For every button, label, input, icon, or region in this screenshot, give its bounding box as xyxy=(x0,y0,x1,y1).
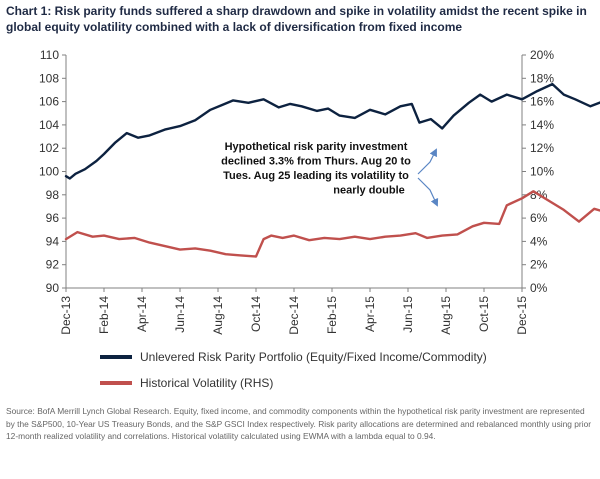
y-left-tick-label: 110 xyxy=(40,48,59,62)
source-note: Source: BofA Merrill Lynch Global Resear… xyxy=(6,406,592,442)
x-tick-label: Dec-14 xyxy=(287,296,301,335)
x-tick-label: Dec-13 xyxy=(59,296,73,335)
annotation-line: Hypothetical risk parity investment xyxy=(225,141,408,153)
y-left-tick-label: 94 xyxy=(46,234,60,248)
y-left-tick-label: 98 xyxy=(46,188,60,202)
chart-title: Chart 1: Risk parity funds suffered a sh… xyxy=(6,4,587,34)
annotation-arrow-volatility xyxy=(417,177,439,207)
x-tick-label: Oct-14 xyxy=(249,296,263,332)
legend-label-volatility: Historical Volatility (RHS) xyxy=(140,376,273,390)
chart-canvas: 90929496981001021041061081100%2%4%6%8%10… xyxy=(39,48,600,390)
axes: 90929496981001021041061081100%2%4%6%8%10… xyxy=(39,48,554,335)
y-right-tick-label: 14% xyxy=(530,118,554,132)
portfolio-series-line xyxy=(64,82,600,180)
x-tick-label: Dec-15 xyxy=(515,296,529,335)
x-tick-label: Apr-14 xyxy=(135,296,149,332)
y-right-tick-label: 12% xyxy=(530,141,554,155)
x-tick-label: Aug-15 xyxy=(439,296,453,335)
x-tick-label: Apr-15 xyxy=(363,296,377,332)
y-left-tick-label: 90 xyxy=(46,281,60,295)
x-tick-label: Oct-15 xyxy=(477,296,491,332)
annotation-line: Tues. Aug 25 leading its volatility to xyxy=(223,170,409,182)
y-right-tick-label: 20% xyxy=(530,48,554,62)
y-right-tick-label: 4% xyxy=(530,234,548,248)
series-group xyxy=(64,82,600,258)
annotation: Hypothetical risk parity investment decli… xyxy=(221,141,439,207)
x-tick-label: Feb-15 xyxy=(325,296,339,334)
y-left-tick-label: 100 xyxy=(39,165,59,179)
annotation-line: nearly double xyxy=(333,185,405,197)
y-right-tick-label: 10% xyxy=(530,165,554,179)
y-left-tick-label: 104 xyxy=(39,118,59,132)
x-tick-label: Jun-15 xyxy=(401,296,415,333)
x-tick-label: Jun-14 xyxy=(173,296,187,333)
y-right-tick-label: 2% xyxy=(530,258,548,272)
y-left-tick-label: 106 xyxy=(39,95,59,109)
legend-label-portfolio: Unlevered Risk Parity Portfolio (Equity/… xyxy=(140,350,487,364)
y-right-tick-label: 0% xyxy=(530,281,548,295)
volatility-series-line xyxy=(64,190,600,258)
x-tick-label: Aug-14 xyxy=(211,296,225,335)
x-tick-label: Feb-14 xyxy=(97,296,111,334)
y-right-tick-label: 16% xyxy=(530,95,554,109)
y-left-tick-label: 92 xyxy=(46,258,60,272)
legend: Unlevered Risk Parity Portfolio (Equity/… xyxy=(100,350,487,390)
y-left-tick-label: 108 xyxy=(39,71,59,85)
y-right-tick-label: 18% xyxy=(530,71,554,85)
annotation-line: declined 3.3% from Thurs. Aug 20 to xyxy=(221,156,411,168)
y-right-tick-label: 6% xyxy=(530,211,548,225)
y-left-tick-label: 102 xyxy=(39,141,59,155)
y-left-tick-label: 96 xyxy=(46,211,60,225)
annotation-arrow-portfolio xyxy=(417,148,437,175)
